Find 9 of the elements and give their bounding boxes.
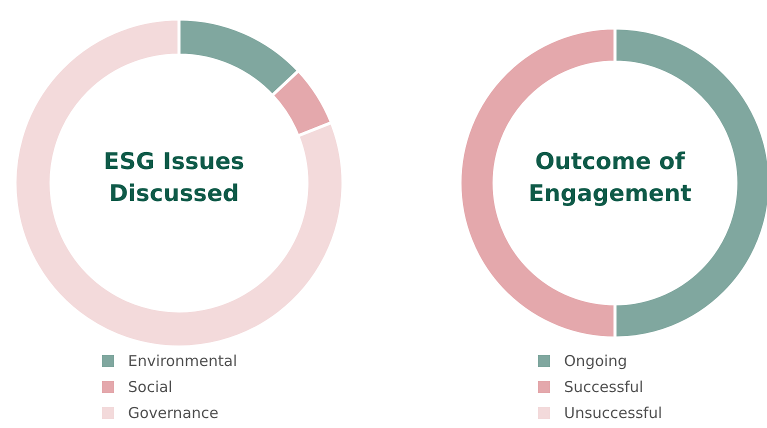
legend-label: Governance xyxy=(128,403,218,424)
legend-label: Social xyxy=(128,377,172,398)
donut-slice xyxy=(14,18,344,348)
legend-label: Unsuccessful xyxy=(564,403,662,424)
legend-label: Environmental xyxy=(128,351,238,372)
text: Outcome of Engagement xyxy=(527,148,693,209)
text: ESG Issues Discussed xyxy=(102,148,246,209)
legend-label: Successful xyxy=(564,377,644,398)
legend-label: Ongoing xyxy=(564,351,628,372)
